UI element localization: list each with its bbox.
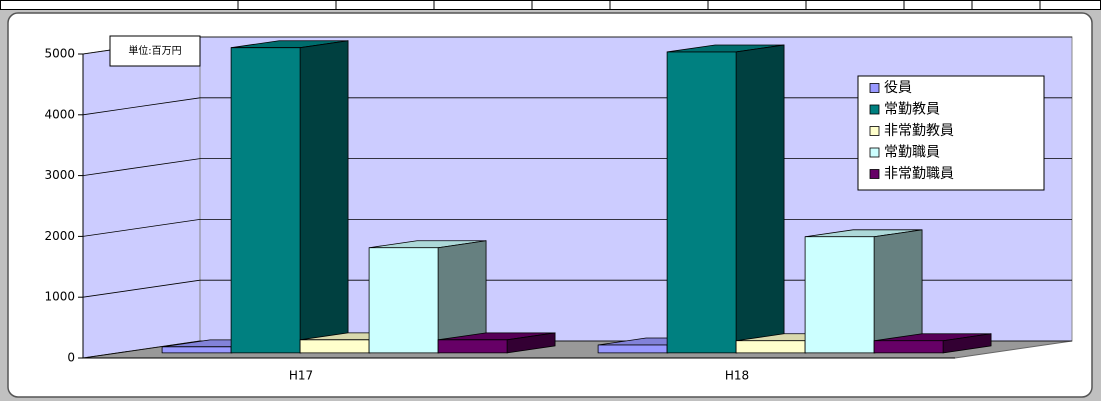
y-tick-label: 1000 xyxy=(44,290,75,304)
legend-swatch xyxy=(869,169,880,179)
legend-swatch xyxy=(869,104,880,115)
bar-side xyxy=(299,40,349,354)
legend-label: 非常勤職員 xyxy=(884,166,954,182)
y-tick-label: 4000 xyxy=(44,107,75,121)
legend-swatch xyxy=(869,147,880,158)
bar xyxy=(873,340,944,354)
legend-label: 常勤職員 xyxy=(884,145,940,161)
legend-swatch xyxy=(869,126,880,136)
table-edge xyxy=(0,0,1101,11)
unit-box xyxy=(109,35,201,67)
bar xyxy=(161,346,232,354)
x-tick-label: H17 xyxy=(289,369,313,383)
y-tick-label: 2000 xyxy=(44,229,75,243)
bar xyxy=(368,247,439,354)
bar xyxy=(299,339,370,354)
legend-label: 役員 xyxy=(884,80,912,96)
bar-side xyxy=(735,44,785,354)
legend-label: 非常勤教員 xyxy=(884,123,954,139)
bar xyxy=(735,340,806,354)
bar xyxy=(804,236,875,354)
bar xyxy=(666,51,737,354)
bar xyxy=(437,339,508,354)
legend-label: 常勤教員 xyxy=(884,102,940,118)
legend-swatch xyxy=(869,83,880,93)
side-wall xyxy=(82,36,201,359)
y-tick-label: 3000 xyxy=(44,168,75,182)
y-tick-label: 0 xyxy=(67,351,75,365)
table-dividers xyxy=(237,0,1041,10)
bar xyxy=(230,47,301,354)
legend-box xyxy=(857,75,1045,191)
bar xyxy=(597,344,668,354)
x-tick-label: H18 xyxy=(725,369,749,383)
unit-label: 単位:百万円 xyxy=(128,44,181,57)
y-tick-label: 5000 xyxy=(44,47,75,61)
